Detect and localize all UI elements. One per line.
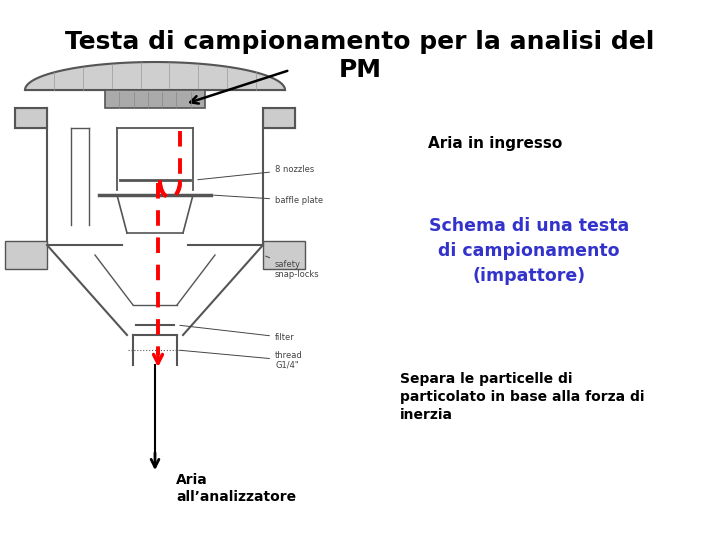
Bar	[15, 108, 47, 128]
Bar	[263, 241, 305, 269]
Bar	[105, 90, 205, 108]
Text: safety
snap-locks: safety snap-locks	[266, 256, 320, 279]
Bar	[5, 241, 47, 269]
Text: thread
G1/4": thread G1/4"	[180, 350, 302, 370]
Text: 8 nozzles: 8 nozzles	[198, 165, 314, 180]
Bar	[263, 108, 295, 128]
Text: filter: filter	[180, 325, 294, 342]
Text: Aria
all’analizzatore: Aria all’analizzatore	[176, 473, 297, 504]
Text: Testa di campionamento per la analisi del
PM: Testa di campionamento per la analisi de…	[66, 30, 654, 82]
Text: Separa le particelle di
particolato in base alla forza di
inerzia: Separa le particelle di particolato in b…	[400, 372, 644, 422]
Text: baffle plate: baffle plate	[214, 195, 323, 205]
Text: Schema di una testa
di campionamento
(impattore): Schema di una testa di campionamento (im…	[429, 217, 629, 285]
Text: Aria in ingresso: Aria in ingresso	[428, 136, 562, 151]
